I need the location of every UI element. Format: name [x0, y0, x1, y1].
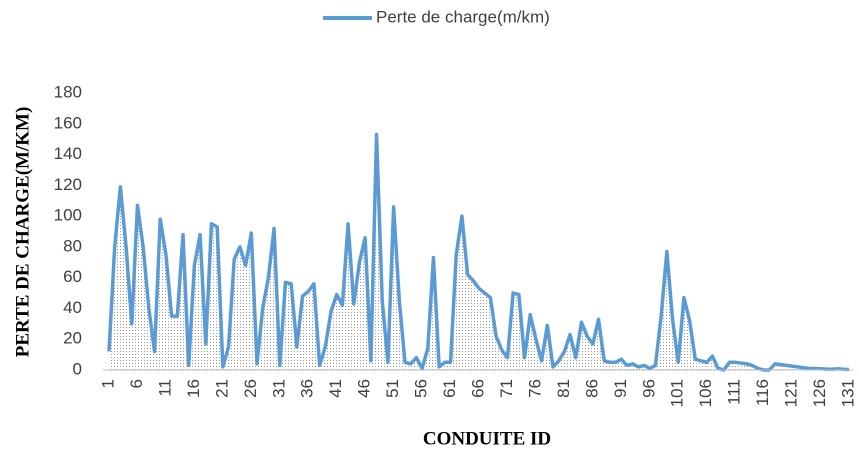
x-tick-label: 11	[155, 379, 174, 397]
x-tick-label: 31	[269, 379, 288, 398]
x-tick-label: 46	[355, 379, 374, 398]
x-tick-label: 21	[212, 379, 231, 398]
y-tick-label: 0	[73, 359, 82, 378]
x-tick-label: 36	[298, 379, 317, 398]
x-axis-title: CONDUITE ID	[423, 428, 551, 449]
x-tick-label: 121	[782, 379, 801, 407]
x-tick-label: 81	[554, 379, 573, 398]
x-tick-label: 66	[468, 379, 487, 398]
y-tick-label: 100	[54, 206, 82, 225]
y-tick-label: 80	[63, 236, 82, 255]
series-line	[107, 132, 850, 372]
x-tick-label: 1	[98, 379, 117, 388]
y-tick-label: 60	[63, 267, 82, 286]
x-tick-label: 91	[611, 379, 630, 398]
y-tick-label: 140	[54, 144, 82, 163]
x-tick-label: 71	[497, 379, 516, 398]
x-tick-label: 126	[810, 379, 829, 407]
x-tick-label: 76	[525, 379, 544, 398]
x-tick-label: 41	[326, 379, 345, 398]
x-tick-label: 6	[127, 379, 146, 388]
x-tick-label: 106	[696, 379, 715, 407]
x-tick-label: 111	[725, 379, 744, 405]
area-fill	[109, 134, 849, 370]
y-axis-title: PERTE DE CHARGE(M/KM)	[12, 107, 33, 358]
y-tick-label: 120	[54, 175, 82, 194]
y-tick-label: 40	[63, 298, 82, 317]
legend-label: Perte de charge(m/km)	[376, 7, 550, 26]
y-tick-label: 180	[54, 82, 82, 101]
x-tick-label: 26	[241, 379, 260, 398]
x-tick-label: 116	[753, 379, 772, 406]
x-tick-label: 131	[838, 379, 857, 407]
x-tick-label: 16	[184, 379, 203, 398]
y-tick-label: 20	[63, 329, 82, 348]
x-tick-label: 51	[383, 379, 402, 398]
y-tick-label: 160	[54, 113, 82, 132]
x-tick-label: 56	[412, 379, 431, 398]
x-tick-label: 61	[440, 379, 459, 398]
x-tick-label: 101	[668, 379, 687, 407]
x-tick-label: 96	[639, 379, 658, 398]
x-tick-label: 86	[582, 379, 601, 398]
